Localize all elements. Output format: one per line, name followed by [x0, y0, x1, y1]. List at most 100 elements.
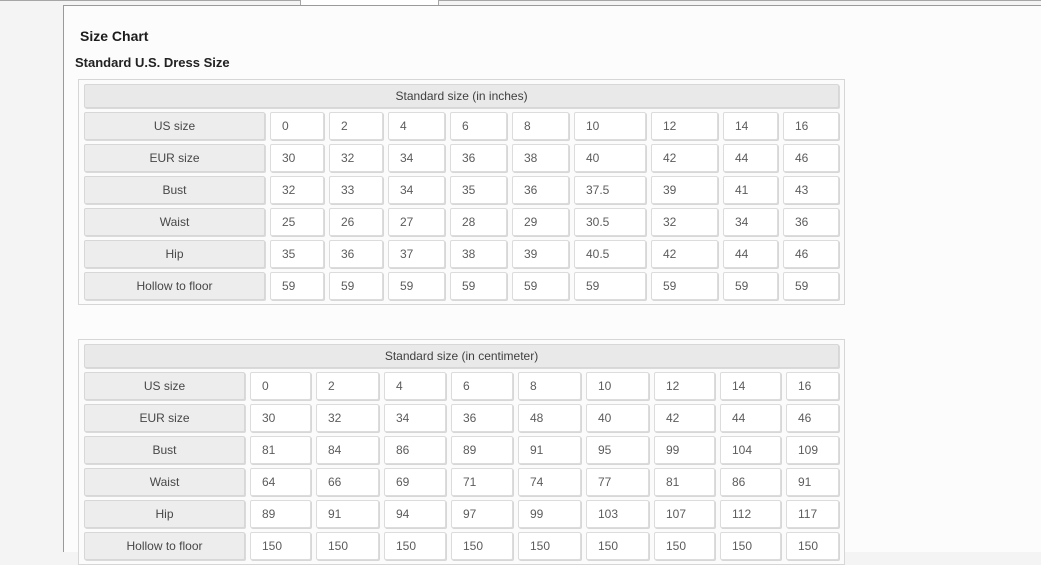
- size-cell: 150: [586, 532, 649, 560]
- table-row: Hip 35 36 37 38 39 40.5 42 44 46: [84, 240, 840, 268]
- table-row: Bust 32 33 34 35 36 37.5 39 41 43: [84, 176, 840, 204]
- size-cell: 44: [723, 240, 778, 268]
- size-cell: 74: [518, 468, 581, 496]
- size-cell: 150: [720, 532, 781, 560]
- size-cell: 34: [723, 208, 778, 236]
- size-cell: 89: [250, 500, 311, 528]
- size-cell: 34: [384, 404, 446, 432]
- size-cell: 36: [450, 144, 507, 172]
- row-label: Waist: [84, 468, 245, 496]
- size-cell: 0: [250, 372, 311, 400]
- row-label: Bust: [84, 176, 265, 204]
- size-cell: 36: [451, 404, 513, 432]
- size-cell: 34: [388, 144, 445, 172]
- size-cell: 46: [783, 144, 840, 172]
- size-cell: 59: [723, 272, 778, 300]
- size-cell: 59: [783, 272, 840, 300]
- size-cell: 36: [329, 240, 383, 268]
- size-cell: 59: [329, 272, 383, 300]
- size-cell: 30.5: [574, 208, 646, 236]
- size-cell: 66: [316, 468, 379, 496]
- size-cell: 103: [586, 500, 649, 528]
- size-cell: 97: [451, 500, 513, 528]
- size-cell: 81: [250, 436, 311, 464]
- table-row: Hip 89 91 94 97 99 103 107 112 117: [84, 500, 840, 528]
- size-cell: 39: [512, 240, 569, 268]
- size-cell: 30: [270, 144, 324, 172]
- size-cell: 40: [574, 144, 646, 172]
- table-header-row: Standard size (in centimeter): [84, 344, 840, 368]
- row-label: Hollow to floor: [84, 532, 245, 560]
- size-cell: 35: [450, 176, 507, 204]
- size-cell: 27: [388, 208, 445, 236]
- size-cell: 35: [270, 240, 324, 268]
- size-cell: 86: [384, 436, 446, 464]
- size-table-inches: Standard size (in inches) US size 0 2 4 …: [78, 79, 846, 305]
- size-cell: 46: [783, 240, 840, 268]
- table-header-row: Standard size (in inches): [84, 84, 840, 108]
- size-cell: 69: [384, 468, 446, 496]
- size-cell: 59: [651, 272, 718, 300]
- size-cell: 44: [723, 144, 778, 172]
- size-cell: 14: [723, 112, 778, 140]
- table-row: Bust 81 84 86 89 91 95 99 104 109: [84, 436, 840, 464]
- tab-bar-border-right: [438, 0, 1041, 5]
- size-cell: 32: [651, 208, 718, 236]
- size-cell: 2: [329, 112, 383, 140]
- size-cell: 12: [651, 112, 718, 140]
- size-cell: 10: [586, 372, 649, 400]
- size-cell: 150: [384, 532, 446, 560]
- size-cell: 59: [270, 272, 324, 300]
- size-cell: 32: [316, 404, 379, 432]
- size-cell: 150: [786, 532, 840, 560]
- size-cell: 94: [384, 500, 446, 528]
- size-cell: 10: [574, 112, 646, 140]
- size-cell: 150: [316, 532, 379, 560]
- size-cell: 8: [518, 372, 581, 400]
- section-subtitle: Standard U.S. Dress Size: [75, 55, 230, 70]
- active-tab-remnant[interactable]: [300, 0, 439, 5]
- size-cell: 42: [651, 240, 718, 268]
- table-row: Waist 25 26 27 28 29 30.5 32 34 36: [84, 208, 840, 236]
- size-cell: 46: [786, 404, 840, 432]
- row-label: US size: [84, 372, 245, 400]
- size-cell: 40: [586, 404, 649, 432]
- table-row: EUR size 30 32 34 36 38 40 42 44 46: [84, 144, 840, 172]
- size-cell: 12: [654, 372, 715, 400]
- size-cell: 25: [270, 208, 324, 236]
- size-cell: 150: [518, 532, 581, 560]
- size-cell: 37: [388, 240, 445, 268]
- size-cell: 16: [783, 112, 840, 140]
- size-cell: 59: [450, 272, 507, 300]
- size-cell: 91: [518, 436, 581, 464]
- size-cell: 28: [450, 208, 507, 236]
- size-cell: 150: [250, 532, 311, 560]
- table-row: US size 0 2 4 6 8 10 12 14 16: [84, 112, 840, 140]
- size-cell: 64: [250, 468, 311, 496]
- size-cell: 38: [450, 240, 507, 268]
- size-cell: 117: [786, 500, 840, 528]
- size-cell: 36: [783, 208, 840, 236]
- content-panel: Size Chart Standard U.S. Dress Size Stan…: [63, 5, 1041, 565]
- table-row: EUR size 30 32 34 36 48 40 42 44 46: [84, 404, 840, 432]
- size-cell: 26: [329, 208, 383, 236]
- row-label: Hip: [84, 240, 265, 268]
- size-cell: 71: [451, 468, 513, 496]
- size-cell: 33: [329, 176, 383, 204]
- row-label: Hollow to floor: [84, 272, 265, 300]
- row-label: Hip: [84, 500, 245, 528]
- size-cell: 0: [270, 112, 324, 140]
- size-cell: 104: [720, 436, 781, 464]
- size-cell: 81: [654, 468, 715, 496]
- tab-bar-border-left: [0, 0, 300, 5]
- size-cell: 91: [316, 500, 379, 528]
- size-cell: 14: [720, 372, 781, 400]
- size-cell: 32: [329, 144, 383, 172]
- row-label: US size: [84, 112, 265, 140]
- row-label: Bust: [84, 436, 245, 464]
- table-row: US size 0 2 4 6 8 10 12 14 16: [84, 372, 840, 400]
- size-cell: 77: [586, 468, 649, 496]
- size-table-centimeter: Standard size (in centimeter) US size 0 …: [78, 339, 846, 565]
- size-cell: 29: [512, 208, 569, 236]
- size-cell: 44: [720, 404, 781, 432]
